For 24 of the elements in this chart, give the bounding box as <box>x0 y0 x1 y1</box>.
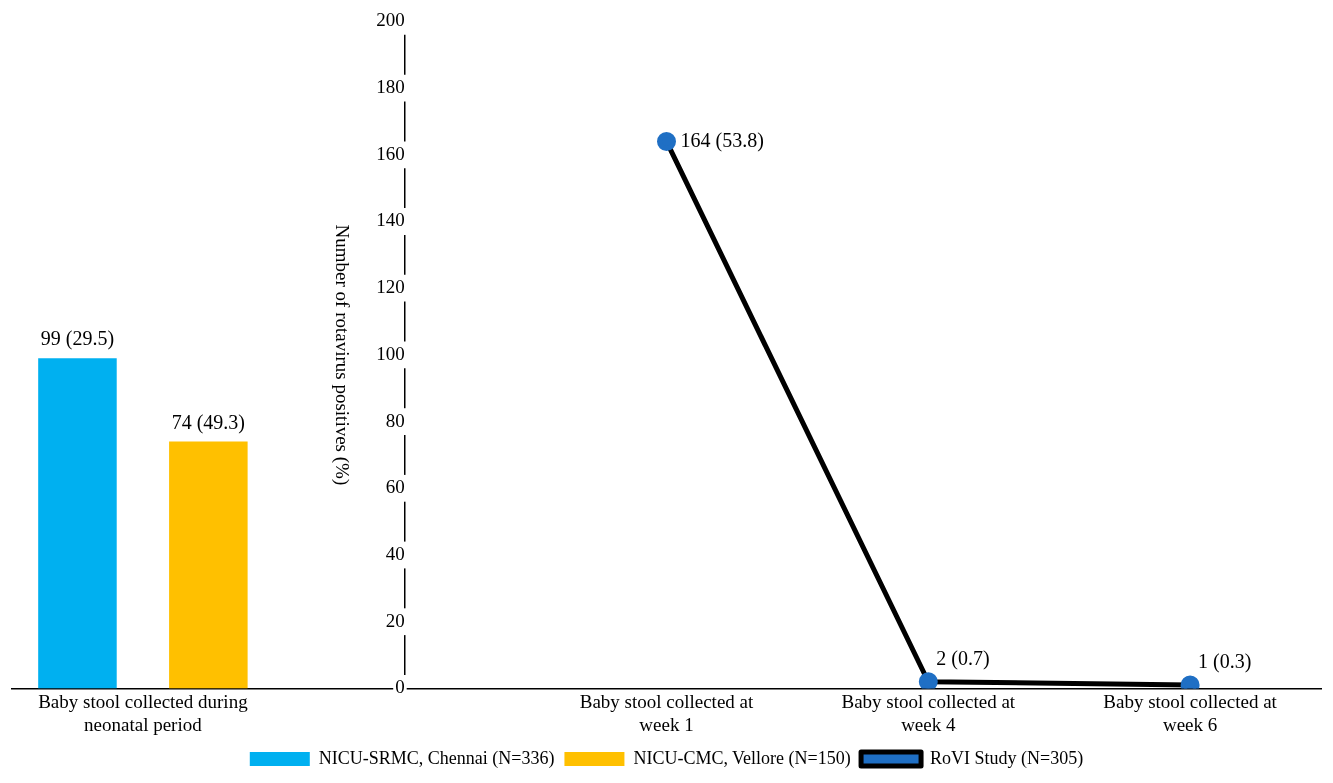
legend-label: RoVI Study (N=305) <box>930 747 1084 769</box>
y-tick-label: 120 <box>376 276 405 298</box>
y-tick-label: 60 <box>385 476 405 498</box>
y-tick-label: 20 <box>385 609 405 631</box>
y-tick-label: 80 <box>385 409 405 431</box>
data-label: 99 (29.5) <box>40 327 115 351</box>
y-tick-label: 140 <box>376 209 405 231</box>
y-axis-title: Number of rotavirus positives (%) <box>330 224 353 486</box>
data-label: 164 (53.8) <box>680 128 764 152</box>
y-tick-label: 40 <box>385 542 405 564</box>
x-tick-label: Baby stool collected at week 1 <box>579 690 755 735</box>
y-tick-label: 160 <box>376 142 405 164</box>
data-label: 1 (0.3) <box>1198 650 1252 674</box>
y-tick-label: 100 <box>376 342 405 364</box>
x-tick-label: Baby stool collected during neonatal period <box>38 690 249 735</box>
x-tick-label: Baby stool collected at week 4 <box>841 690 1016 735</box>
y-tick-label: 200 <box>376 9 405 31</box>
y-tick-label: 0 <box>395 676 405 698</box>
y-tick-label: 180 <box>376 76 405 98</box>
legend-label: NICU-SRMC, Chennai (N=336) <box>318 747 555 769</box>
legend-label: NICU-CMC, Vellore (N=150) <box>633 747 851 769</box>
data-label: 74 (49.3) <box>171 410 246 434</box>
data-label: 2 (0.7) <box>936 646 990 670</box>
x-tick-label: Baby stool collected at week 6 <box>1103 690 1278 735</box>
